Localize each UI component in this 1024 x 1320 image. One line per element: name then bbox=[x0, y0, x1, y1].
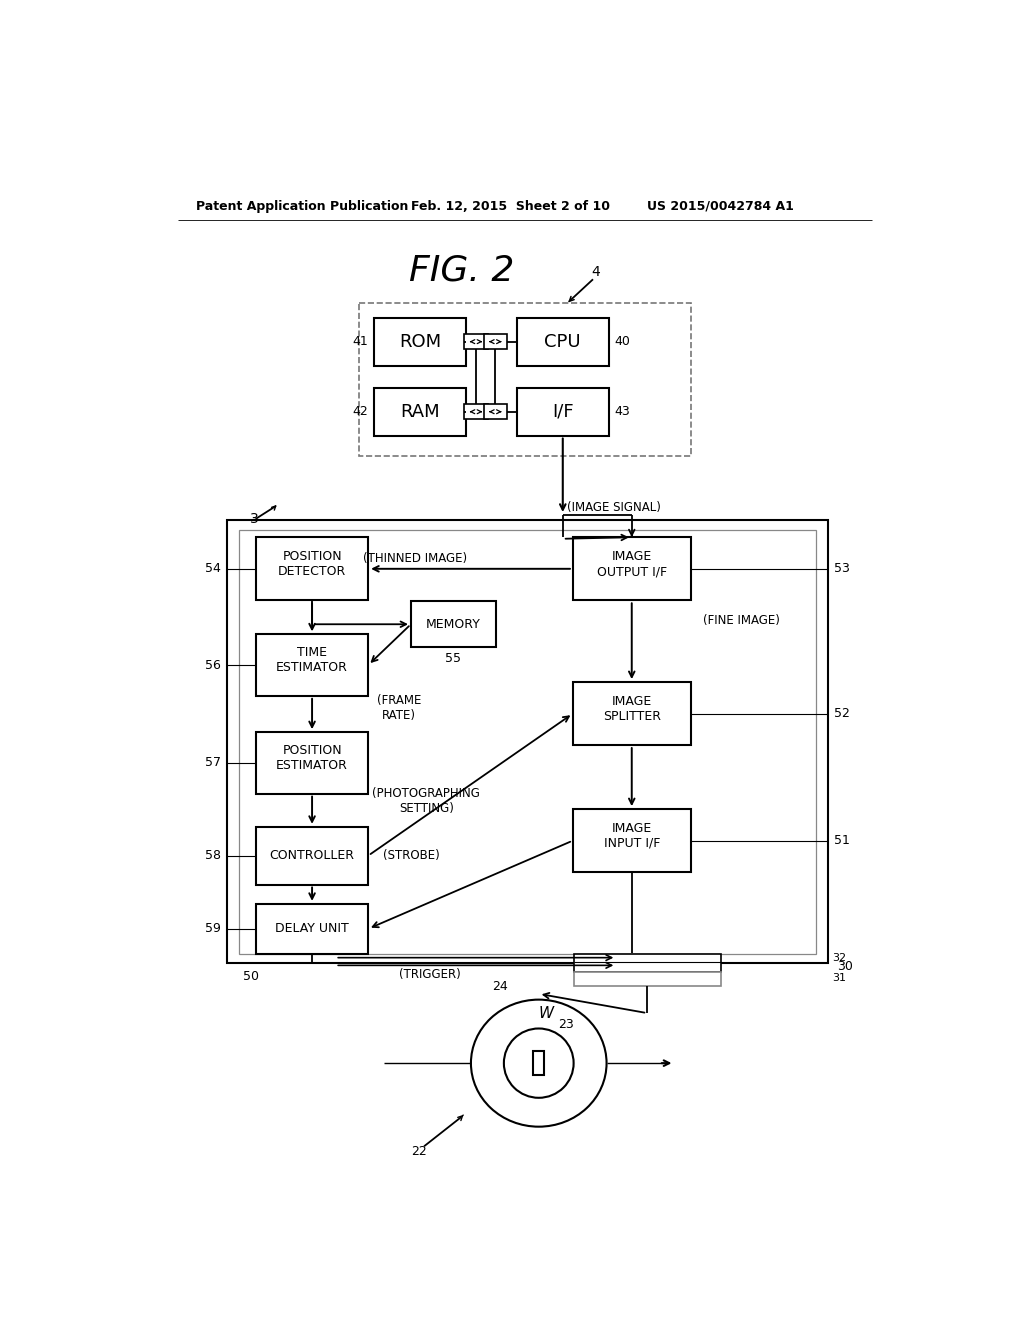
Bar bbox=[411, 601, 496, 647]
Text: FIG. 2: FIG. 2 bbox=[409, 253, 514, 286]
Text: 24: 24 bbox=[493, 979, 508, 993]
Text: 51: 51 bbox=[834, 834, 850, 847]
Bar bbox=[464, 334, 487, 350]
Bar bbox=[483, 334, 507, 350]
Bar bbox=[464, 404, 487, 420]
Text: 40: 40 bbox=[614, 335, 631, 348]
Bar bbox=[239, 529, 816, 954]
Bar bbox=[256, 733, 369, 793]
Bar bbox=[572, 809, 690, 873]
Text: 23: 23 bbox=[558, 1018, 573, 1031]
Text: 55: 55 bbox=[445, 652, 462, 665]
Text: IMAGE
OUTPUT I/F: IMAGE OUTPUT I/F bbox=[597, 550, 667, 578]
Text: 41: 41 bbox=[352, 335, 369, 348]
Text: (FRAME
RATE): (FRAME RATE) bbox=[377, 694, 422, 722]
Bar bbox=[483, 404, 507, 420]
Text: IMAGE
SPLITTER: IMAGE SPLITTER bbox=[603, 694, 660, 723]
Bar bbox=[256, 537, 369, 601]
Bar bbox=[375, 388, 466, 436]
Text: 54: 54 bbox=[205, 562, 221, 576]
Text: IMAGE
INPUT I/F: IMAGE INPUT I/F bbox=[603, 822, 659, 850]
Text: 58: 58 bbox=[205, 849, 221, 862]
Text: Feb. 12, 2015  Sheet 2 of 10: Feb. 12, 2015 Sheet 2 of 10 bbox=[411, 199, 610, 213]
Text: TIME
ESTIMATOR: TIME ESTIMATOR bbox=[276, 647, 348, 675]
Text: 43: 43 bbox=[614, 405, 631, 418]
Bar bbox=[572, 682, 690, 744]
Bar bbox=[573, 954, 721, 973]
Text: 31: 31 bbox=[833, 973, 847, 983]
Bar bbox=[227, 520, 827, 964]
Text: RAM: RAM bbox=[400, 403, 440, 421]
Text: POSITION
ESTIMATOR: POSITION ESTIMATOR bbox=[276, 744, 348, 772]
Text: 30: 30 bbox=[838, 960, 853, 973]
Text: (PHOTOGRAPHING
SETTING): (PHOTOGRAPHING SETTING) bbox=[373, 787, 480, 816]
Text: 56: 56 bbox=[205, 659, 221, 672]
Bar bbox=[573, 973, 721, 986]
Text: 53: 53 bbox=[834, 562, 850, 576]
Text: (TRIGGER): (TRIGGER) bbox=[399, 968, 461, 981]
Text: CONTROLLER: CONTROLLER bbox=[269, 849, 354, 862]
Bar bbox=[256, 635, 369, 696]
Text: 50: 50 bbox=[243, 970, 259, 982]
Text: US 2015/0042784 A1: US 2015/0042784 A1 bbox=[647, 199, 795, 213]
Bar bbox=[256, 826, 369, 884]
Text: 22: 22 bbox=[411, 1146, 427, 1158]
Text: I/F: I/F bbox=[552, 403, 573, 421]
Text: 32: 32 bbox=[833, 953, 847, 962]
Bar bbox=[534, 1051, 544, 1076]
Bar bbox=[517, 388, 608, 436]
Text: W: W bbox=[539, 1006, 554, 1020]
Text: 3: 3 bbox=[250, 512, 258, 525]
Text: (IMAGE SIGNAL): (IMAGE SIGNAL) bbox=[567, 500, 662, 513]
Text: POSITION
DETECTOR: POSITION DETECTOR bbox=[278, 550, 346, 578]
Bar bbox=[375, 318, 466, 366]
Text: 42: 42 bbox=[352, 405, 369, 418]
Text: 59: 59 bbox=[205, 923, 221, 936]
Text: 52: 52 bbox=[834, 708, 850, 721]
Bar bbox=[359, 304, 690, 455]
Text: (FINE IMAGE): (FINE IMAGE) bbox=[703, 614, 780, 627]
Text: ROM: ROM bbox=[399, 333, 441, 351]
Text: 57: 57 bbox=[205, 756, 221, 770]
Bar bbox=[572, 537, 690, 601]
Text: (THINNED IMAGE): (THINNED IMAGE) bbox=[362, 552, 467, 565]
Bar bbox=[517, 318, 608, 366]
Text: DELAY UNIT: DELAY UNIT bbox=[275, 923, 349, 936]
Bar bbox=[256, 904, 369, 954]
Text: 4: 4 bbox=[592, 265, 600, 280]
Text: Patent Application Publication: Patent Application Publication bbox=[197, 199, 409, 213]
Text: CPU: CPU bbox=[545, 333, 581, 351]
Text: (STROBE): (STROBE) bbox=[383, 849, 439, 862]
Text: MEMORY: MEMORY bbox=[426, 618, 481, 631]
